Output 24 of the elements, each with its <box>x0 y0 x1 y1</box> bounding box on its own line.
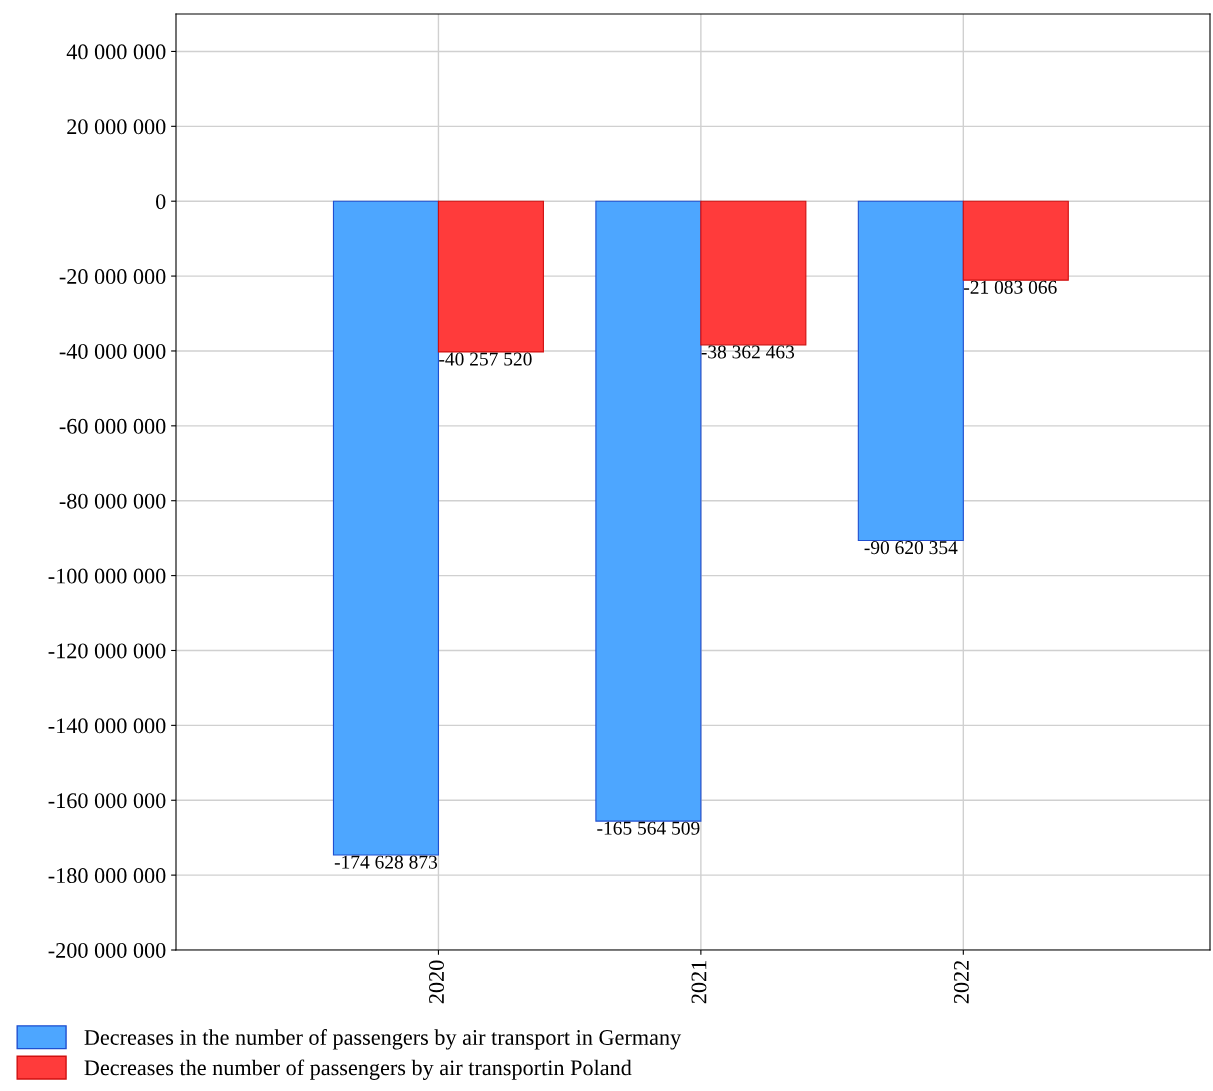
y-tick-label: 20 000 000 <box>67 119 166 135</box>
y-tick-label: -100 000 000 <box>48 568 166 584</box>
x-tick-label: 2022 <box>953 960 969 1004</box>
data-label: -90 620 354 <box>864 541 958 555</box>
y-tick-label: -40 000 000 <box>59 343 166 359</box>
data-label: -21 083 066 <box>964 280 1057 294</box>
data-label: -38 362 463 <box>701 345 795 359</box>
data-label: -40 257 520 <box>439 352 532 366</box>
y-tick-label: -80 000 000 <box>59 493 166 509</box>
y-tick-label: -20 000 000 <box>59 269 166 285</box>
legend-label: Decreases in the number of passengers by air transport in Germany <box>84 1029 682 1050</box>
y-tick-label: -180 000 000 <box>48 868 166 884</box>
y-tick-label: -200 000 000 <box>48 942 166 958</box>
y-tick-label: -120 000 000 <box>48 643 166 659</box>
x-tick-label: 2021 <box>691 961 707 1004</box>
y-tick-label: -140 000 000 <box>48 718 166 734</box>
y-tick-label: 0 <box>156 194 166 210</box>
x-tick-label: 2020 <box>429 960 444 1004</box>
y-tick-label: 40 000 000 <box>66 44 166 60</box>
data-label: -174 628 873 <box>334 855 438 869</box>
y-tick-label: -160 000 000 <box>48 793 166 809</box>
legend-label: Decreases the number of passengers by air transportin Poland <box>84 1059 632 1080</box>
y-tick-label: -60 000 000 <box>59 418 166 434</box>
data-label: -165 564 509 <box>597 821 700 835</box>
